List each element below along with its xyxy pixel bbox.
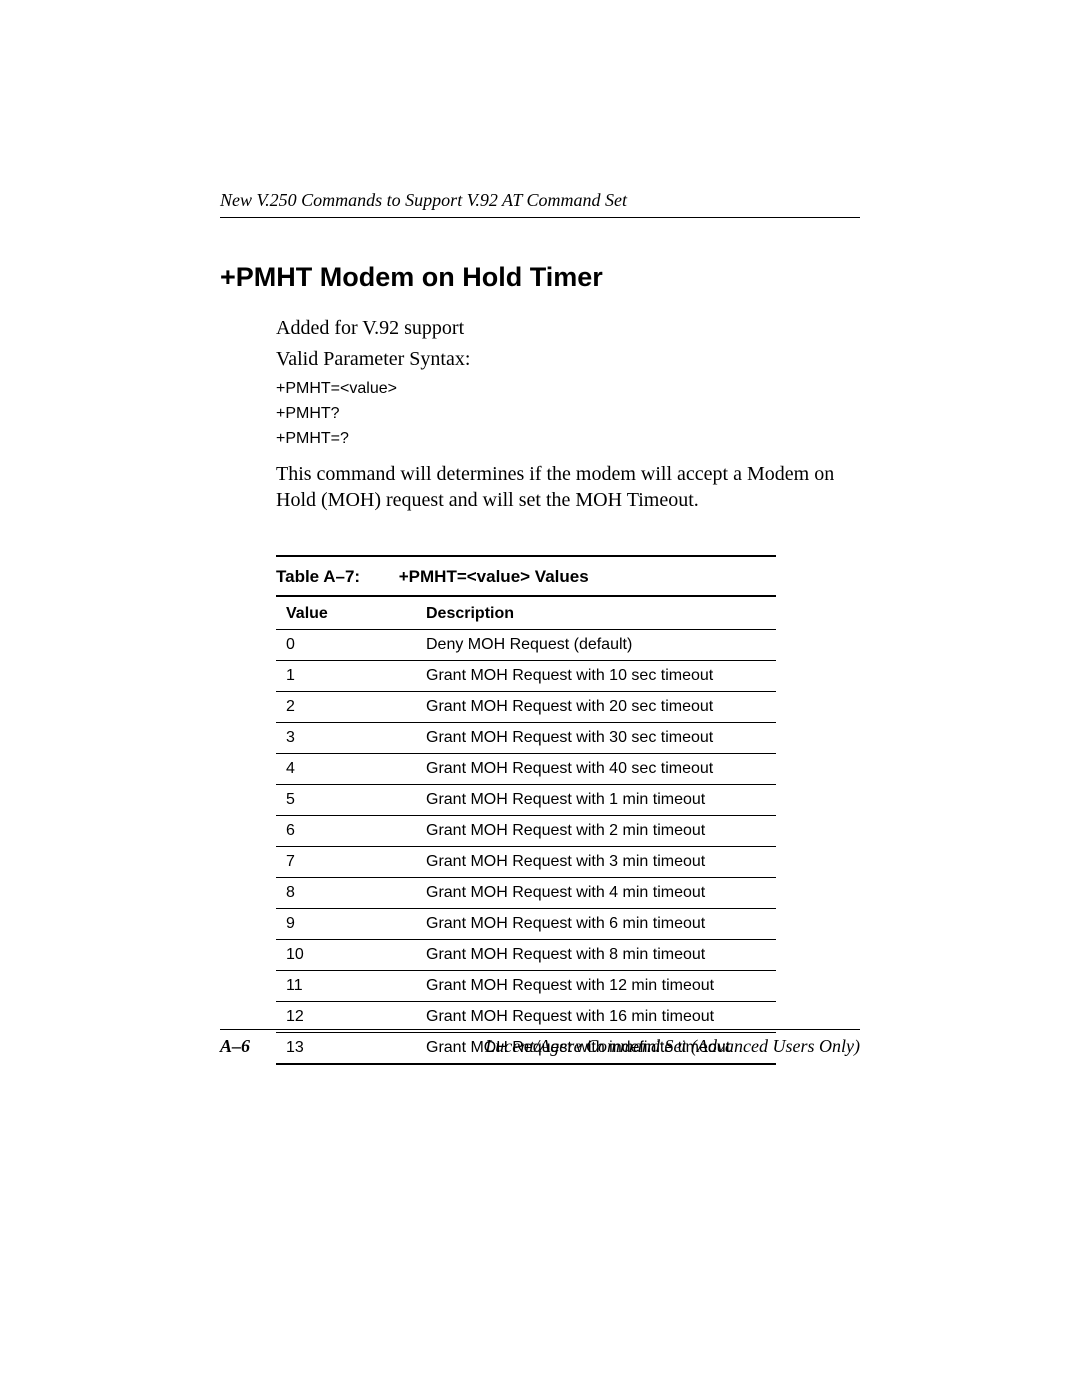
cell-value: 8 (276, 878, 416, 909)
cell-value: 0 (276, 630, 416, 661)
table-row: 11Grant MOH Request with 12 min timeout (276, 971, 776, 1002)
table-row: 6Grant MOH Request with 2 min timeout (276, 816, 776, 847)
section-title: +PMHT Modem on Hold Timer (220, 262, 860, 293)
cell-desc: Grant MOH Request with 6 min timeout (416, 909, 776, 940)
cell-desc: Grant MOH Request with 30 sec timeout (416, 723, 776, 754)
cell-desc: Grant MOH Request with 4 min timeout (416, 878, 776, 909)
table-body: 0Deny MOH Request (default) 1Grant MOH R… (276, 630, 776, 1065)
running-header: New V.250 Commands to Support V.92 AT Co… (220, 190, 860, 218)
table-row: 10Grant MOH Request with 8 min timeout (276, 940, 776, 971)
page-footer: A–6 Lucent/Agere Command Set (Advanced U… (220, 1029, 860, 1057)
table-row: 8Grant MOH Request with 4 min timeout (276, 878, 776, 909)
cell-value: 10 (276, 940, 416, 971)
values-table-wrap: Table A–7: +PMHT=<value> Values Value De… (276, 555, 776, 1065)
cell-value: 3 (276, 723, 416, 754)
footer-line: A–6 Lucent/Agere Command Set (Advanced U… (220, 1036, 860, 1057)
table-header-row: Value Description (276, 597, 776, 630)
cell-desc: Grant MOH Request with 10 sec timeout (416, 661, 776, 692)
cell-value: 1 (276, 661, 416, 692)
cell-desc: Deny MOH Request (default) (416, 630, 776, 661)
cell-desc: Grant MOH Request with 8 min timeout (416, 940, 776, 971)
section-body: Added for V.92 support Valid Parameter S… (276, 315, 860, 513)
syntax-line: +PMHT? (276, 402, 860, 427)
table-row: 2Grant MOH Request with 20 sec timeout (276, 692, 776, 723)
table-row: 7Grant MOH Request with 3 min timeout (276, 847, 776, 878)
cell-desc: Grant MOH Request with 1 min timeout (416, 785, 776, 816)
cell-desc: Grant MOH Request with 12 min timeout (416, 971, 776, 1002)
table-row: 1Grant MOH Request with 10 sec timeout (276, 661, 776, 692)
table-row: 3Grant MOH Request with 30 sec timeout (276, 723, 776, 754)
cell-value: 6 (276, 816, 416, 847)
intro-line-2: Valid Parameter Syntax: (276, 346, 860, 373)
cell-desc: Grant MOH Request with 20 sec timeout (416, 692, 776, 723)
section-description: This command will determines if the mode… (276, 461, 860, 513)
col-header-value: Value (276, 597, 416, 630)
cell-value: 2 (276, 692, 416, 723)
values-table: Value Description 0Deny MOH Request (def… (276, 597, 776, 1065)
page-number: A–6 (220, 1036, 250, 1057)
cell-desc: Grant MOH Request with 2 min timeout (416, 816, 776, 847)
footer-rule (220, 1029, 860, 1030)
table-caption-number: Table A–7: (276, 567, 394, 587)
col-header-description: Description (416, 597, 776, 630)
cell-value: 11 (276, 971, 416, 1002)
cell-value: 9 (276, 909, 416, 940)
table-row: 9Grant MOH Request with 6 min timeout (276, 909, 776, 940)
table-row: 5Grant MOH Request with 1 min timeout (276, 785, 776, 816)
footer-doc-title: Lucent/Agere Command Set (Advanced Users… (485, 1036, 860, 1057)
table-caption-title: +PMHT=<value> Values (399, 567, 589, 586)
table-row: 4Grant MOH Request with 40 sec timeout (276, 754, 776, 785)
page: New V.250 Commands to Support V.92 AT Co… (0, 0, 1080, 1397)
cell-desc: Grant MOH Request with 40 sec timeout (416, 754, 776, 785)
table-caption: Table A–7: +PMHT=<value> Values (276, 557, 776, 597)
cell-value: 4 (276, 754, 416, 785)
intro-line-1: Added for V.92 support (276, 315, 860, 342)
table-row: 0Deny MOH Request (default) (276, 630, 776, 661)
cell-value: 5 (276, 785, 416, 816)
syntax-line: +PMHT=? (276, 427, 860, 452)
cell-desc: Grant MOH Request with 3 min timeout (416, 847, 776, 878)
cell-value: 7 (276, 847, 416, 878)
syntax-line: +PMHT=<value> (276, 377, 860, 402)
syntax-block: +PMHT=<value> +PMHT? +PMHT=? (276, 377, 860, 451)
